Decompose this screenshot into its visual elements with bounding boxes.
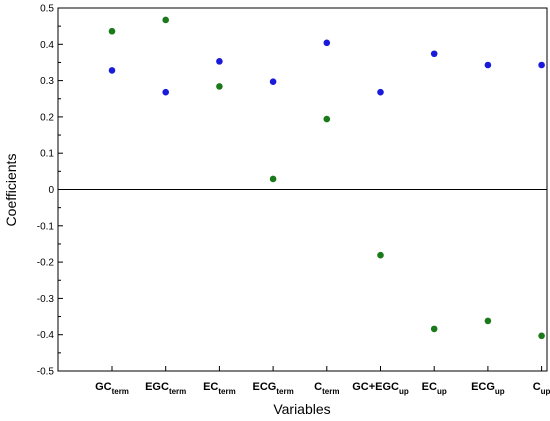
points-layer — [108, 16, 545, 340]
data-point-series-1 — [162, 88, 169, 96]
data-point-series-1 — [377, 88, 384, 96]
y-tick-label: 0.1 — [40, 149, 54, 160]
x-category-subscript: up — [541, 387, 550, 396]
data-point-series-2 — [377, 251, 384, 259]
labels-layer: -0.5-0.4-0.3-0.2-0.100.10.20.30.40.5GCte… — [37, 4, 550, 397]
x-category-base: C — [533, 381, 541, 393]
x-category-base: EC — [203, 381, 218, 393]
y-tick-label: 0.3 — [40, 76, 54, 87]
x-category-label: ECGterm — [253, 381, 294, 396]
y-tick-label: -0.4 — [37, 330, 55, 341]
y-tick-label: -0.3 — [37, 294, 55, 305]
x-category-base: GC — [95, 381, 112, 393]
x-category-label: Cterm — [314, 381, 339, 396]
x-category-label: Cup — [533, 381, 550, 396]
x-category-subscript: term — [322, 387, 339, 396]
x-category-subscript: up — [495, 387, 505, 396]
y-tick-label: 0 — [48, 185, 54, 196]
data-point-series-1 — [269, 78, 277, 85]
x-category-base: ECG — [253, 381, 277, 393]
data-point-series-2 — [538, 332, 545, 340]
axes-layer — [57, 7, 548, 372]
y-tick-label: 0.4 — [40, 40, 54, 51]
y-axis-title: Coefficients — [3, 154, 19, 227]
x-category-base: EGC — [145, 381, 169, 393]
data-point-series-2 — [216, 83, 223, 90]
x-category-label: EGCterm — [145, 381, 186, 396]
data-point-series-1 — [538, 61, 545, 69]
x-axis-title: Variables — [273, 401, 330, 417]
data-point-series-1 — [216, 58, 223, 65]
y-tick-label: 0.5 — [40, 4, 54, 15]
data-point-series-2 — [484, 317, 492, 325]
x-category-label: ECGup — [471, 381, 505, 396]
data-point-series-2 — [162, 16, 169, 24]
y-tick-label: -0.2 — [37, 258, 55, 269]
x-category-base: C — [314, 381, 322, 393]
x-category-subscript: term — [218, 387, 235, 396]
y-tick-label: 0.2 — [40, 112, 54, 123]
x-category-subscript: term — [112, 387, 129, 396]
data-point-series-2 — [323, 115, 331, 123]
x-category-subscript: up — [437, 387, 447, 396]
x-category-subscript: term — [276, 387, 293, 396]
x-category-label: GCterm — [95, 381, 129, 396]
x-category-base: GC+EGC — [352, 381, 399, 393]
x-category-label: ECup — [422, 381, 447, 396]
data-point-series-2 — [430, 325, 438, 333]
data-point-series-2 — [108, 27, 116, 35]
data-point-series-1 — [484, 61, 492, 69]
data-point-series-2 — [269, 175, 277, 183]
x-category-subscript: up — [399, 387, 409, 396]
data-point-series-1 — [430, 50, 438, 58]
data-point-series-1 — [108, 67, 116, 74]
x-category-label: ECterm — [203, 381, 236, 396]
data-point-series-1 — [323, 39, 331, 47]
x-category-base: ECG — [471, 381, 495, 393]
x-category-base: EC — [422, 381, 437, 393]
x-category-subscript: term — [169, 387, 186, 396]
y-tick-label: -0.1 — [37, 221, 55, 232]
y-tick-label: -0.5 — [37, 367, 55, 378]
x-category-label: GC+EGCup — [352, 381, 409, 396]
